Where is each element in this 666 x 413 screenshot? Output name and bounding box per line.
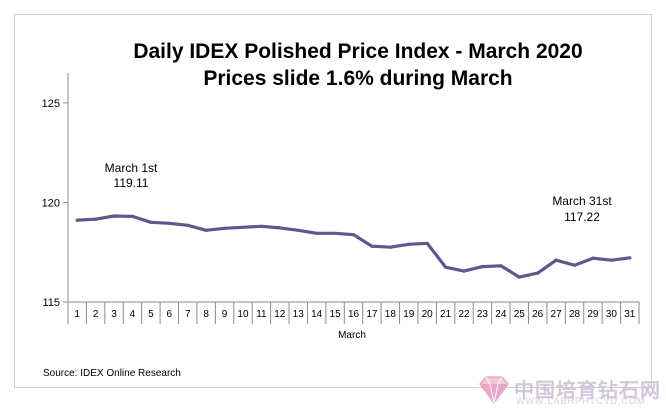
x-tick-label: 17 — [366, 309, 378, 320]
annotation-end-label: March 31st — [552, 194, 612, 208]
data-point — [130, 214, 135, 218]
x-tick-label: 3 — [111, 309, 117, 320]
data-point — [241, 225, 245, 229]
series-line — [75, 214, 632, 279]
data-point — [204, 228, 208, 232]
watermark: 中国培育钻石网 WWW.LABHPHTCVD.COM — [470, 372, 660, 408]
y-tick-label: 115 — [42, 297, 60, 309]
data-point — [407, 242, 411, 246]
data-point — [370, 244, 374, 248]
x-tick-label: 15 — [330, 309, 342, 320]
x-tick-label: 30 — [606, 309, 618, 320]
data-point — [112, 214, 116, 218]
x-tick-label: 21 — [440, 309, 452, 320]
annotation-end: March 31st 117.22 — [552, 194, 612, 224]
x-tick-label: 29 — [587, 309, 599, 320]
data-point — [351, 233, 356, 237]
x-tick-label: 25 — [514, 309, 526, 320]
x-tick-label: 23 — [477, 309, 489, 320]
data-point — [186, 223, 190, 227]
data-point — [499, 264, 503, 268]
x-tick-label: 20 — [422, 309, 434, 320]
data-point — [315, 231, 319, 235]
x-tick-label: 31 — [624, 309, 636, 320]
data-point — [425, 241, 429, 245]
x-tick-label: 19 — [403, 309, 415, 320]
data-point — [536, 271, 540, 275]
data-point — [223, 226, 227, 230]
data-point — [296, 228, 300, 232]
x-tick-label: 1 — [74, 309, 80, 320]
data-point — [333, 231, 337, 235]
x-tick-label: 16 — [348, 309, 360, 320]
data-point — [259, 224, 263, 228]
x-tick-label: 5 — [148, 309, 154, 320]
data-point — [480, 265, 484, 269]
x-axis-title: March — [338, 330, 366, 341]
x-tick-label: 10 — [237, 309, 249, 320]
x-tick-label: 4 — [130, 309, 136, 320]
source-note: Source: IDEX Online Research — [43, 368, 181, 379]
data-point — [388, 245, 392, 249]
chart-subtitle: Prices slide 1.6% during March — [203, 67, 512, 90]
diamond-logo-icon — [479, 376, 509, 405]
annotation-end-value: 117.22 — [564, 210, 600, 224]
x-tick-label: 22 — [458, 309, 470, 320]
x-tick-label: 13 — [293, 309, 305, 320]
x-tick-label: 12 — [274, 309, 286, 320]
x-tick-label: 28 — [569, 309, 581, 320]
watermark-text: 中国培育钻石网 — [514, 380, 661, 402]
x-tick-label: 11 — [256, 309, 267, 320]
x-tick-label: 9 — [222, 309, 228, 320]
data-point — [517, 275, 521, 279]
x-tick-label: 2 — [93, 309, 99, 320]
x-tick-label: 24 — [495, 309, 507, 320]
data-point — [167, 221, 171, 225]
data-point — [75, 218, 79, 222]
data-point — [149, 220, 153, 224]
annotation-start: March 1st 119.11 — [105, 161, 158, 190]
x-tick-label: 14 — [311, 309, 323, 320]
x-tick-label: 6 — [167, 309, 173, 320]
data-point — [628, 256, 632, 260]
chart-title: Daily IDEX Polished Price Index - March … — [133, 40, 582, 63]
annotation-start-label: March 1st — [105, 161, 158, 175]
data-point — [609, 258, 614, 262]
data-point — [278, 226, 282, 230]
annotation-start-value: 119.11 — [114, 176, 149, 190]
x-tick-label: 8 — [203, 309, 209, 320]
y-tick-label: 120 — [42, 197, 60, 209]
data-point — [572, 263, 577, 267]
y-tick-label: 125 — [42, 98, 60, 110]
data-point — [591, 256, 595, 260]
watermark-url: WWW.LABHPHTCVD.COM — [516, 396, 646, 406]
chart-svg: Daily IDEX Polished Price Index - March … — [42, 40, 640, 379]
data-point — [554, 258, 558, 262]
data-point — [462, 269, 466, 273]
x-tick-label: 27 — [551, 309, 563, 320]
data-point — [94, 217, 98, 221]
x-tick-label: 26 — [532, 309, 544, 320]
x-tick-label: 18 — [385, 309, 397, 320]
chart-frame: Daily IDEX Polished Price Index - March … — [14, 14, 652, 388]
data-point — [444, 265, 448, 269]
x-tick-label: 7 — [185, 309, 191, 320]
